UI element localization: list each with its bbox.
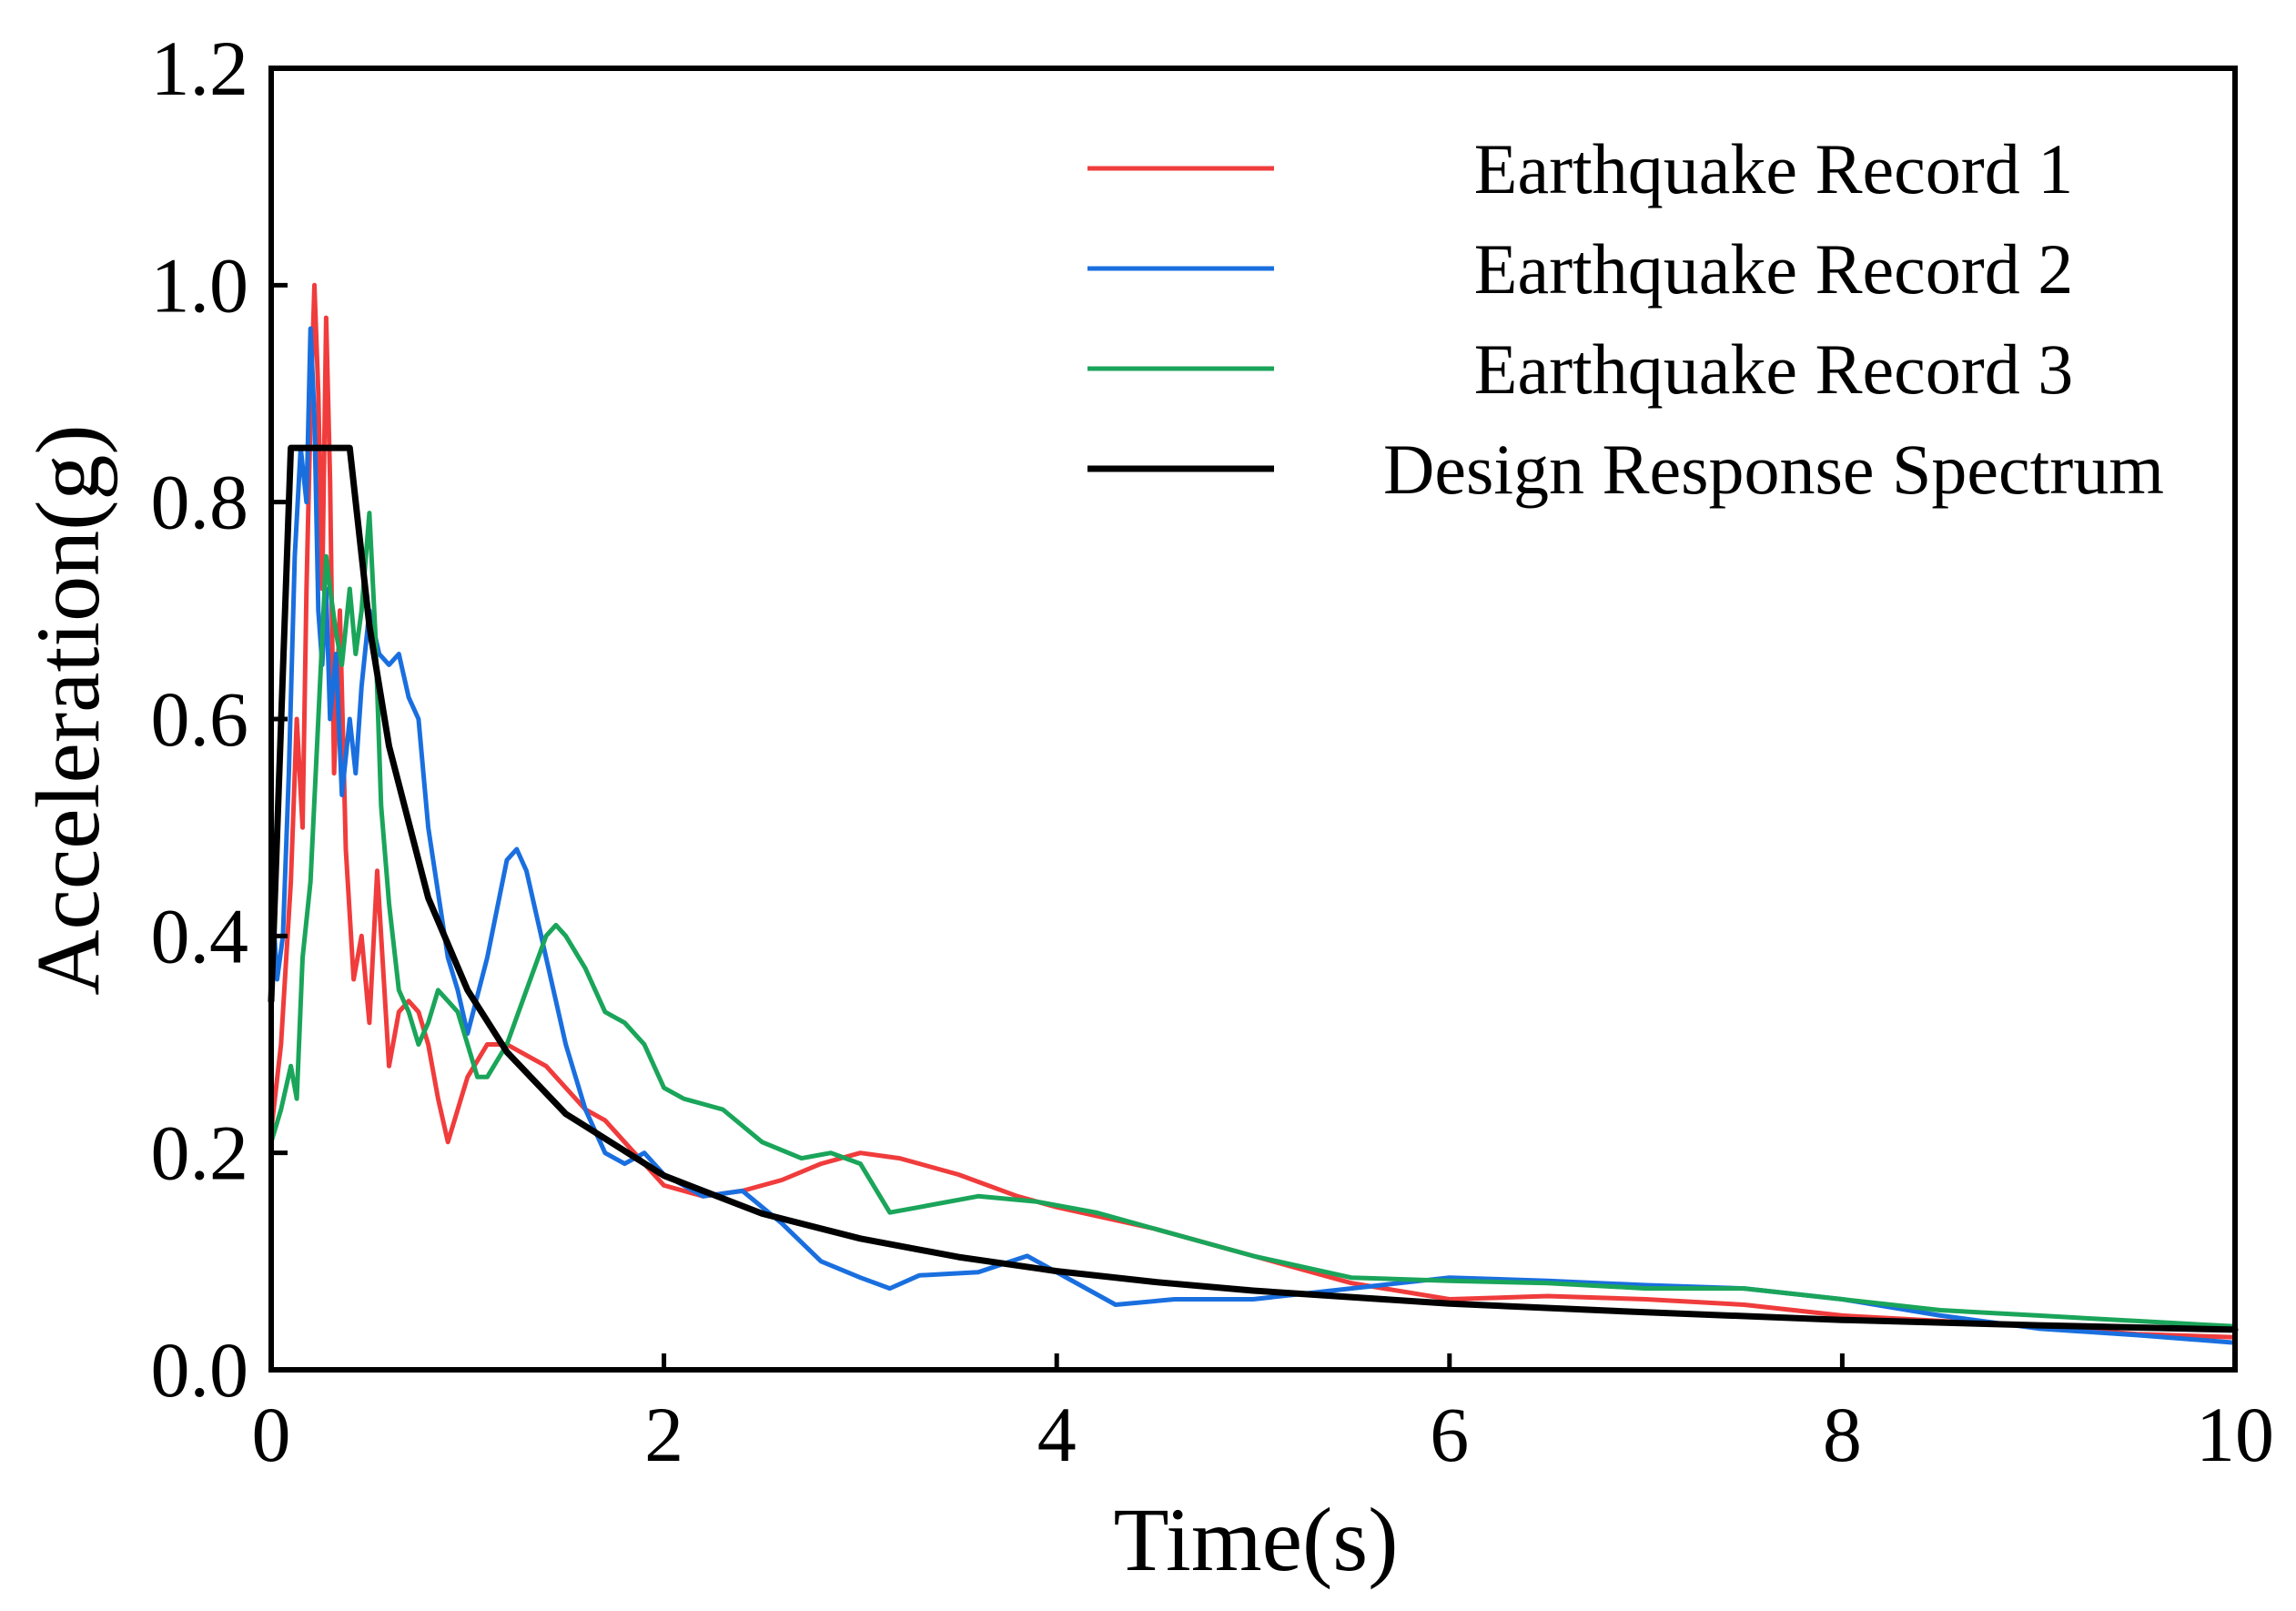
x-tick-label: 4: [1037, 1391, 1077, 1478]
legend-label-1: Earthquake Record 1: [1474, 129, 2073, 208]
x-tick-label: 10: [2196, 1391, 2274, 1478]
plot-lines: [268, 282, 2239, 1345]
series-line-4: [268, 444, 2239, 1333]
legend: Earthquake Record 1 Earthquake Record 2 Ea…: [1087, 129, 2164, 509]
series-line-3: [268, 511, 2238, 1329]
y-tick-label: 0.4: [151, 892, 249, 979]
y-tick-label: 1.2: [151, 25, 249, 112]
legend-label-2: Earthquake Record 2: [1474, 229, 2073, 309]
y-tick-label: 0.8: [151, 459, 249, 546]
axes: 0 2 4 6 8 10 0.0 0.2 0.4 0.6 0.8 1.0 1.2: [151, 25, 2275, 1478]
x-axis-title: Time(s): [1113, 1489, 1398, 1590]
x-tick-label: 8: [1823, 1391, 1862, 1478]
y-tick-label: 1.0: [151, 241, 249, 329]
legend-label-4: Design Response Spectrum: [1383, 430, 2164, 509]
x-tick-label: 2: [644, 1391, 683, 1478]
y-tick-label: 0.6: [151, 675, 249, 763]
x-tick-label: 6: [1430, 1391, 1469, 1478]
y-tick-label: 0.2: [151, 1109, 249, 1197]
y-tick-label: 0.0: [151, 1326, 249, 1413]
legend-label-3: Earthquake Record 3: [1474, 329, 2073, 409]
y-axis-title: Acceleration(g): [17, 424, 118, 995]
x-tick-label: 0: [252, 1391, 291, 1478]
